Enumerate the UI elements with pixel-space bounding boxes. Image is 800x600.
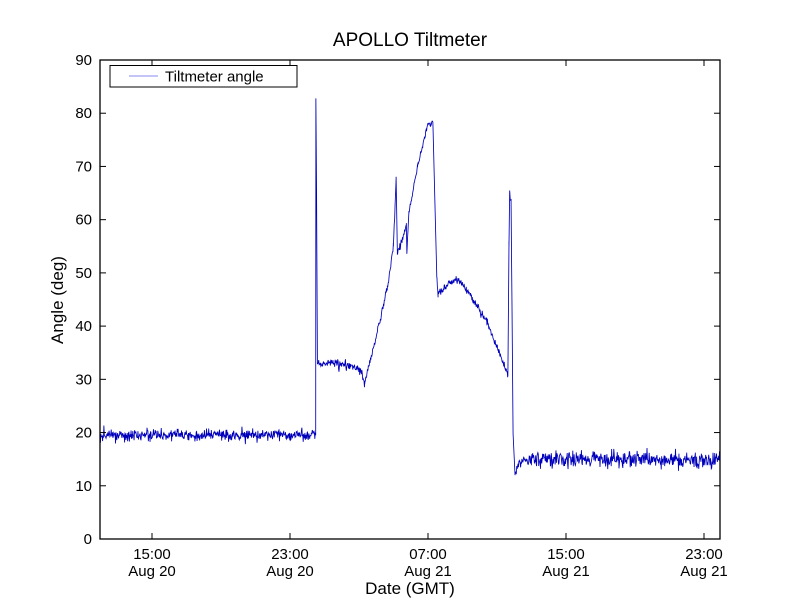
svg-text:10: 10 (75, 478, 92, 495)
svg-text:Aug 21: Aug 21 (404, 563, 452, 580)
svg-text:50: 50 (75, 265, 92, 282)
svg-text:Aug 21: Aug 21 (542, 563, 590, 580)
svg-text:Tiltmeter angle: Tiltmeter angle (165, 69, 264, 86)
svg-text:Aug 20: Aug 20 (128, 563, 176, 580)
svg-text:07:00: 07:00 (409, 546, 447, 563)
svg-text:0: 0 (84, 531, 92, 548)
svg-text:APOLLO Tiltmeter: APOLLO Tiltmeter (333, 30, 488, 51)
svg-text:23:00: 23:00 (685, 546, 723, 563)
svg-text:80: 80 (75, 105, 92, 122)
svg-text:15:00: 15:00 (547, 546, 585, 563)
svg-text:20: 20 (75, 425, 92, 442)
svg-text:Date (GMT): Date (GMT) (365, 579, 455, 598)
svg-text:30: 30 (75, 371, 92, 388)
svg-text:70: 70 (75, 158, 92, 175)
svg-text:Aug 21: Aug 21 (680, 563, 728, 580)
svg-text:Angle (deg): Angle (deg) (48, 256, 67, 344)
svg-text:60: 60 (75, 212, 92, 229)
svg-text:Aug 20: Aug 20 (266, 563, 314, 580)
svg-text:90: 90 (75, 52, 92, 69)
svg-text:40: 40 (75, 318, 92, 335)
svg-text:23:00: 23:00 (271, 546, 309, 563)
svg-text:15:00: 15:00 (133, 546, 171, 563)
